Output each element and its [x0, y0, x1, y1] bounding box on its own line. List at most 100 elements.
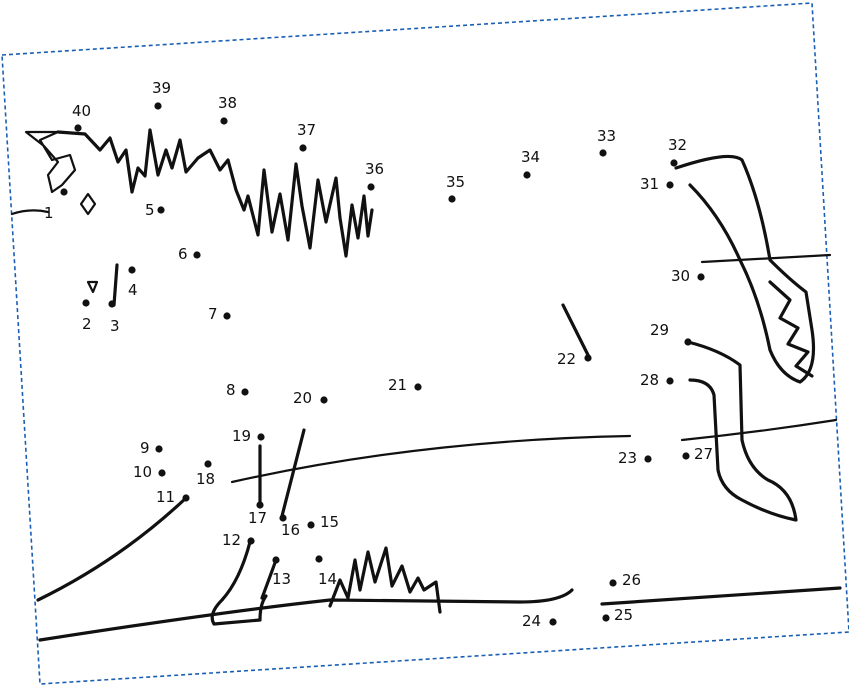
dot-marker	[257, 433, 265, 441]
dot-8: 8	[226, 381, 249, 399]
dot-marker	[320, 396, 328, 404]
dot-marker	[82, 299, 90, 307]
dot-11: 11	[156, 488, 190, 506]
dot-number: 33	[597, 127, 616, 145]
background-line-mid	[680, 418, 838, 442]
dot-number: 32	[668, 136, 687, 154]
dot-marker	[307, 521, 315, 529]
dot-marker	[193, 251, 201, 259]
dot-6: 6	[178, 245, 201, 263]
dot-21: 21	[388, 376, 422, 394]
dot-marker	[448, 195, 456, 203]
dot-number: 25	[614, 606, 633, 624]
dot-18: 18	[196, 460, 215, 488]
dot-30: 30	[671, 267, 705, 285]
ground-long	[38, 588, 574, 642]
eye-diamond	[79, 192, 97, 216]
dot-number: 24	[522, 612, 541, 630]
dot-26: 26	[609, 571, 641, 589]
dot-number: 20	[293, 389, 312, 407]
dot-number: 18	[196, 470, 215, 488]
dot-marker	[220, 117, 228, 125]
dot-marker	[584, 354, 592, 362]
dot-number: 2	[82, 315, 92, 333]
dot-36: 36	[365, 160, 384, 191]
dot-4: 4	[128, 266, 138, 299]
dot-23: 23	[618, 449, 652, 467]
dot-marker	[223, 312, 231, 320]
background-line-right	[700, 253, 832, 264]
dot-16: 16	[279, 514, 300, 539]
dot-5: 5	[145, 201, 165, 219]
dot-number: 27	[694, 445, 713, 463]
dot-15: 15	[307, 513, 339, 531]
dot-number: 40	[72, 102, 91, 120]
dot-marker	[256, 501, 264, 509]
dot-marker	[108, 300, 116, 308]
dot-22: 22	[557, 350, 592, 368]
dot-number: 19	[232, 427, 251, 445]
dot-1: 1	[44, 188, 68, 222]
dot-number: 16	[281, 521, 300, 539]
dot-marker	[204, 460, 212, 468]
dot-marker	[644, 455, 652, 463]
dot-marker	[523, 171, 531, 179]
dot-number: 28	[640, 371, 659, 389]
dot-marker	[241, 388, 249, 396]
dot-number: 10	[133, 463, 152, 481]
dot-40: 40	[72, 102, 91, 132]
dot-2: 2	[82, 299, 92, 333]
dot-marker	[599, 149, 607, 157]
nostril-mark	[86, 280, 99, 294]
dot-number: 22	[557, 350, 576, 368]
dot-33: 33	[597, 127, 616, 157]
dot-13: 13	[272, 556, 291, 588]
dot-marker	[154, 102, 162, 110]
dot-marker	[367, 183, 375, 191]
dot-number: 37	[297, 121, 316, 139]
dot-number: 36	[365, 160, 384, 178]
dot-marker	[414, 383, 422, 391]
dot-marker	[60, 188, 68, 196]
muzzle-line	[10, 209, 50, 216]
front-leg-front	[280, 428, 306, 518]
dot-number: 29	[650, 321, 669, 339]
ear-outline	[24, 130, 77, 194]
dot-marker	[666, 181, 674, 189]
mouth-line	[112, 263, 119, 307]
dot-29: 29	[650, 321, 692, 346]
dot-20: 20	[293, 389, 328, 407]
dot-marker	[609, 579, 617, 587]
ground-left	[36, 496, 188, 602]
dot-31: 31	[640, 175, 674, 193]
tail-outline	[674, 154, 816, 384]
dot-19: 19	[232, 427, 265, 445]
dot-marker	[549, 618, 557, 626]
dot-marker	[128, 266, 136, 274]
dot-number: 8	[226, 381, 236, 399]
ground-right	[600, 586, 842, 606]
dot-marker	[157, 206, 165, 214]
dot-marker	[315, 555, 323, 563]
dot-number: 9	[140, 439, 150, 457]
dot-marker	[158, 469, 166, 477]
dot-marker	[279, 514, 287, 522]
dot-25: 25	[602, 606, 633, 624]
dot-number: 13	[272, 570, 291, 588]
dot-number: 23	[618, 449, 637, 467]
dot-24: 24	[522, 612, 557, 630]
dot-number: 26	[622, 571, 641, 589]
dot-number: 11	[156, 488, 175, 506]
animal-line-art	[10, 128, 842, 642]
dot-38: 38	[218, 94, 237, 125]
hoof-left	[210, 540, 268, 626]
dot-marker	[670, 159, 678, 167]
dot-marker	[299, 144, 307, 152]
belly-line	[230, 434, 632, 484]
dot-marker	[666, 377, 674, 385]
dot-marker	[74, 124, 82, 132]
dot-32: 32	[668, 136, 687, 167]
dot-number: 14	[318, 570, 337, 588]
dot-number: 12	[222, 531, 241, 549]
